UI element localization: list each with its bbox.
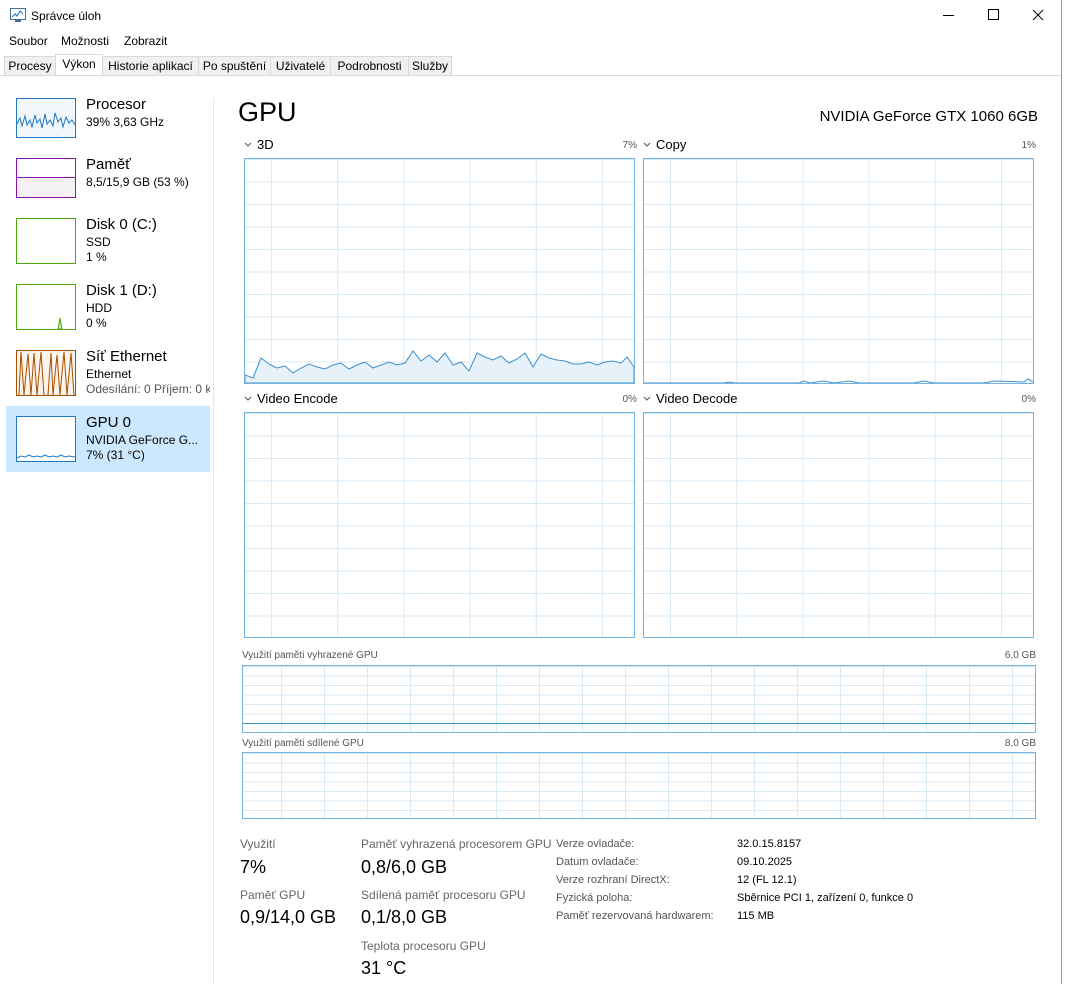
graph-value: 0% (1021, 394, 1036, 405)
graph-value: 7% (622, 140, 637, 151)
thumbnail (16, 350, 76, 396)
graph-label: Video Decode (656, 391, 738, 406)
device-name: NVIDIA GeForce GTX 1060 6GB (819, 108, 1038, 125)
stat-label: Sdílená paměť procesoru GPU (361, 888, 526, 902)
memory-graph-dedicated (242, 665, 1036, 733)
sidebar-detail: 1 % (86, 250, 107, 264)
stat-label: Využití (240, 837, 276, 851)
menu-item[interactable]: Soubor (9, 34, 48, 48)
sidebar-detail: SSD (86, 235, 111, 249)
sidebar-name: GPU 0 (86, 414, 132, 431)
sidebar-item[interactable]: Disk 0 (C:) SSD 1 % (6, 214, 210, 280)
memory-graph-max: 6,0 GB (1004, 650, 1036, 661)
sidebar-item[interactable]: Disk 1 (D:) HDD 0 % (6, 280, 210, 346)
chevron[interactable] (243, 140, 255, 150)
stat-value: 7% (240, 857, 267, 877)
window-border (1061, 0, 1062, 984)
stat-value: 31 °C (361, 958, 407, 978)
detail-value: 115 MB (737, 910, 775, 922)
thumbnail (16, 284, 76, 330)
sidebar-name: Síť Ethernet (86, 348, 167, 365)
sidebar-name: Disk 1 (D:) (86, 282, 157, 299)
graph-label: 3D (257, 137, 274, 152)
thumbnail (16, 158, 76, 198)
sidebar-detail: HDD (86, 301, 112, 315)
sidebar-detail: 0 % (86, 316, 107, 330)
sidebar-item[interactable]: GPU 0 NVIDIA GeForce G... 7% (31 °C) (6, 406, 210, 472)
tab[interactable]: Uživatelé (270, 56, 331, 75)
graph-value: 0% (622, 394, 637, 405)
graph-video-decode (643, 412, 1034, 638)
graph-label: Video Encode (257, 391, 338, 406)
graph-line (644, 378, 1033, 383)
maximize[interactable] (988, 9, 999, 20)
stat-label: Teplota procesoru GPU (361, 939, 486, 953)
tab[interactable]: Procesy (4, 56, 56, 75)
sidebar-detail: 7% (31 °C) (86, 448, 145, 462)
graph-value: 1% (1021, 140, 1036, 151)
graph-line (245, 350, 634, 383)
menu-item[interactable]: Možnosti (61, 34, 110, 48)
memory-graph-max: 8,0 GB (1004, 738, 1036, 749)
graph-video-encode (244, 412, 635, 638)
sidebar-detail: Odesílání: 0 Příjem: 0 kb (86, 382, 210, 396)
detail-value: Sběrnice PCI 1, zařízení 0, funkce 0 (737, 892, 914, 904)
stat-value: 0,9/14,0 GB (240, 907, 337, 927)
sidebar-detail: NVIDIA GeForce G... (86, 433, 199, 447)
memory-level (243, 723, 1035, 724)
tab-divider (0, 75, 1062, 76)
thumbnail (16, 416, 76, 462)
thumbnail (16, 218, 76, 264)
memory-graph-label: Využití paměti vyhrazené GPU (242, 650, 378, 661)
memory-graph-shared (242, 752, 1036, 819)
stat-value: 0,1/8,0 GB (361, 907, 448, 927)
graph-label: Copy (656, 137, 687, 152)
chevron[interactable] (642, 394, 654, 404)
thumbnail (16, 98, 76, 138)
sidebar-name: Disk 0 (C:) (86, 216, 157, 233)
stat-label: Paměť GPU (240, 888, 306, 902)
page-title: GPU (238, 97, 297, 127)
sidebar-item[interactable]: Procesor 39% 3,63 GHz (6, 94, 210, 160)
graph-3d (244, 158, 635, 384)
window-title: Správce úloh (31, 9, 102, 23)
detail-value: 12 (FL 12.1) (737, 874, 797, 886)
detail-value: 09.10.2025 (737, 856, 793, 868)
graph-copy (643, 158, 1034, 384)
sidebar-divider (213, 98, 214, 984)
stat-value: 0,8/6,0 GB (361, 857, 448, 877)
sidebar-item[interactable]: Síť Ethernet Ethernet Odesílání: 0 Příje… (6, 346, 210, 412)
tab[interactable]: Po spuštění (198, 56, 271, 75)
window-controls[interactable] (930, 0, 1060, 30)
chevron[interactable] (642, 140, 654, 150)
sidebar-item[interactable]: Paměť 8,5/15,9 GB (53 %) (6, 154, 210, 220)
menu-item[interactable]: Zobrazit (124, 34, 168, 48)
sidebar-name: Paměť (86, 156, 131, 173)
tab[interactable]: Výkon (55, 54, 103, 76)
detail-label: Verze rozhraní DirectX: (556, 874, 670, 886)
tab[interactable]: Historie aplikací (102, 56, 199, 75)
sidebar-detail: Ethernet (86, 367, 132, 381)
memory-graph-label: Využití paměti sdílené GPU (242, 738, 364, 749)
app-icon (10, 8, 26, 22)
chevron[interactable] (243, 394, 255, 404)
sidebar-name: Procesor (86, 96, 147, 113)
detail-label: Fyzická poloha: (556, 892, 633, 904)
sidebar-detail: 39% 3,63 GHz (86, 115, 165, 129)
detail-value: 32.0.15.8157 (737, 838, 802, 850)
tab[interactable]: Podrobnosti (330, 56, 409, 75)
detail-label: Datum ovladače: (556, 856, 639, 868)
sidebar-detail: 8,5/15,9 GB (53 %) (86, 175, 189, 189)
stat-label: Paměť vyhrazená procesorem GPU (361, 837, 552, 851)
close[interactable] (1032, 9, 1044, 21)
detail-label: Paměť rezervovaná hardwarem: (556, 910, 714, 922)
detail-label: Verze ovladače: (556, 838, 635, 850)
tab[interactable]: Služby (408, 56, 452, 75)
